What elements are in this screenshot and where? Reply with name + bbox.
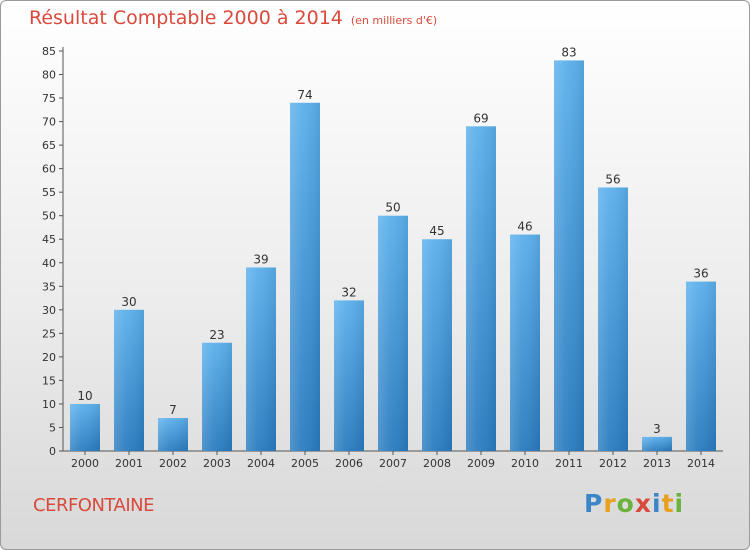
- bar-shine: [642, 436, 672, 451]
- bar-value-label: 7: [169, 403, 177, 417]
- y-tick-label: 80: [42, 69, 56, 82]
- x-tick-label: 2004: [247, 457, 275, 470]
- y-tick-label: 65: [42, 139, 56, 152]
- x-tick-label: 2007: [379, 457, 407, 470]
- y-tick-label: 15: [42, 374, 56, 387]
- logo-letter: o: [616, 489, 635, 518]
- y-tick-label: 20: [42, 351, 56, 364]
- bar-shine: [246, 267, 276, 451]
- x-tick-label: 2013: [643, 457, 671, 470]
- y-tick-label: 25: [42, 327, 56, 340]
- bar-shine: [202, 342, 232, 451]
- y-tick-label: 75: [42, 92, 56, 105]
- x-tick-label: 2012: [599, 457, 627, 470]
- bar-shine: [686, 281, 716, 451]
- logo-letter: x: [634, 489, 652, 518]
- x-tick-label: 2003: [203, 457, 231, 470]
- bar-shine: [422, 239, 452, 451]
- y-tick-label: 70: [42, 116, 56, 129]
- y-tick-label: 35: [42, 280, 56, 293]
- bar-value-label: 39: [253, 252, 268, 266]
- bar-shine: [466, 126, 496, 451]
- bar-value-label: 46: [517, 220, 532, 234]
- bar-value-label: 23: [209, 328, 224, 342]
- bar-value-label: 10: [77, 389, 92, 403]
- y-tick-label: 10: [42, 398, 56, 411]
- bar-value-label: 50: [385, 201, 400, 215]
- y-tick-label: 5: [49, 421, 56, 434]
- x-tick-label: 2014: [687, 457, 715, 470]
- y-tick-label: 55: [42, 186, 56, 199]
- proxiti-logo: Proxiti: [584, 489, 684, 518]
- logo-letter: i: [652, 489, 662, 518]
- y-tick-label: 60: [42, 163, 56, 176]
- x-tick-label: 2001: [115, 457, 143, 470]
- x-tick-label: 2010: [511, 457, 539, 470]
- chart-title-text: Résultat Comptable 2000 à 2014: [29, 7, 343, 29]
- x-tick-label: 2008: [423, 457, 451, 470]
- bar-shine: [554, 60, 584, 451]
- bar-value-label: 69: [473, 111, 488, 125]
- x-tick-label: 2011: [555, 457, 583, 470]
- bar-shine: [334, 300, 364, 451]
- bar-shine: [70, 403, 100, 451]
- y-tick-label: 50: [42, 210, 56, 223]
- chart-unit: (en milliers d'€): [350, 14, 438, 27]
- logo-letter: r: [603, 489, 617, 518]
- x-tick-label: 2009: [467, 457, 495, 470]
- bar-value-label: 74: [297, 88, 312, 102]
- y-tick-label: 45: [42, 233, 56, 246]
- bar-shine: [114, 309, 144, 451]
- x-tick-label: 2002: [159, 457, 187, 470]
- bar-shine: [378, 215, 408, 451]
- bar-value-label: 36: [693, 267, 708, 281]
- bar-value-label: 56: [605, 172, 620, 186]
- y-tick-label: 30: [42, 304, 56, 317]
- bar-shine: [290, 102, 320, 451]
- bar-value-label: 45: [429, 224, 444, 238]
- chart-title: Résultat Comptable 2000 à 2014 (en millie…: [29, 7, 437, 29]
- bar-shine: [510, 234, 540, 451]
- bar-shine: [598, 187, 628, 451]
- bar-value-label: 32: [341, 285, 356, 299]
- town-name: CERFONTAINE: [33, 495, 155, 516]
- x-tick-label: 2000: [71, 457, 99, 470]
- bar-value-label: 30: [121, 295, 136, 309]
- logo-letter: t: [661, 489, 675, 518]
- y-tick-label: 0: [49, 445, 56, 458]
- x-tick-label: 2005: [291, 457, 319, 470]
- logo-letter: i: [674, 489, 685, 518]
- y-tick-label: 40: [42, 257, 56, 270]
- bar-value-label: 83: [561, 45, 576, 59]
- x-tick-label: 2006: [335, 457, 363, 470]
- bar-shine: [158, 418, 188, 451]
- logo-letter: P: [584, 489, 604, 518]
- y-tick-label: 85: [42, 45, 56, 58]
- bar-value-label: 3: [653, 422, 661, 436]
